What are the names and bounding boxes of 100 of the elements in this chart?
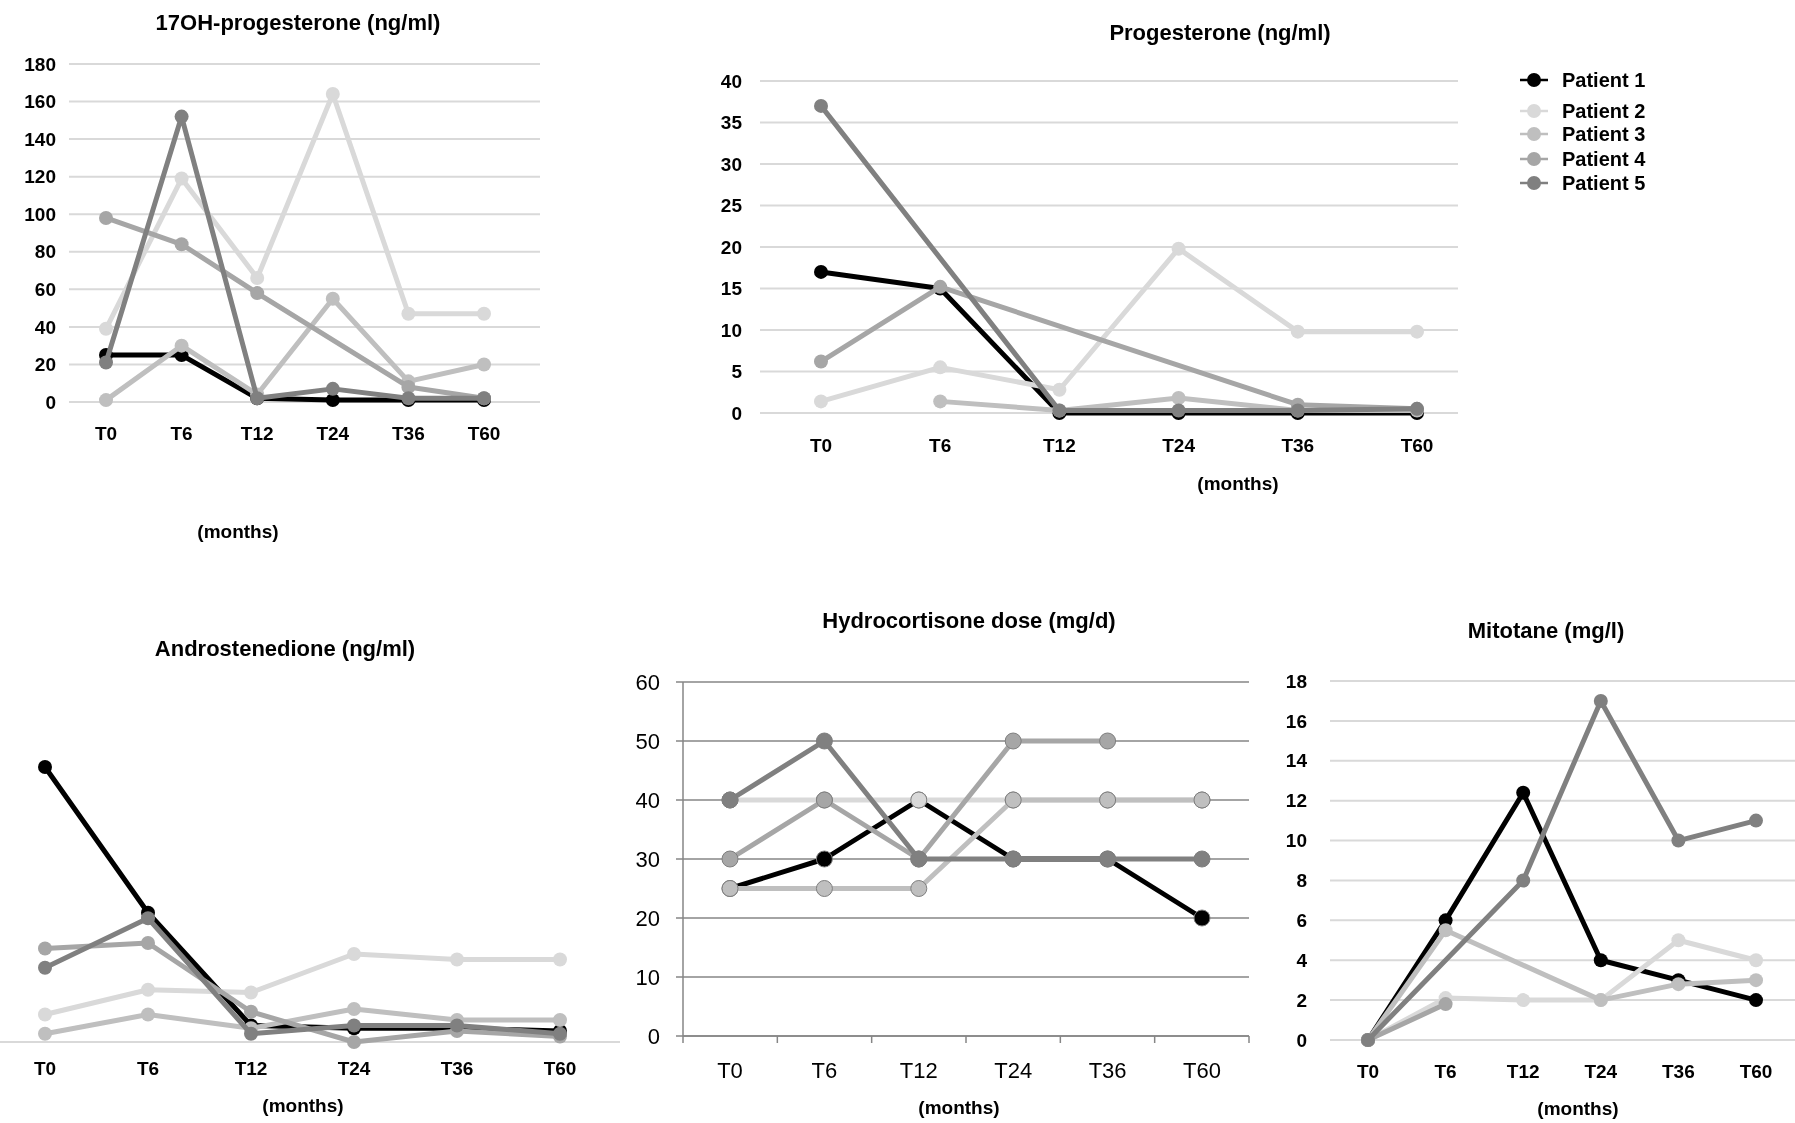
point — [477, 306, 491, 321]
x-axis-title: (months) — [918, 1097, 1000, 1118]
y-tick-label: 80 — [34, 241, 56, 263]
x-axis-title: (months) — [1537, 1098, 1619, 1119]
y-tick-label: 10 — [1285, 830, 1307, 852]
x-tick-label: T36 — [1088, 1058, 1127, 1083]
x-axis-title: (months) — [197, 521, 279, 542]
legend-label: Patient 1 — [1562, 69, 1646, 91]
point — [141, 936, 155, 950]
point — [1671, 933, 1686, 948]
point — [1052, 382, 1067, 397]
legend-label: Patient 5 — [1562, 172, 1646, 194]
point — [250, 286, 265, 301]
point — [815, 880, 833, 897]
x-tick-label: T0 — [94, 423, 118, 444]
chart-title: Hydrocortisone dose (mg/d) — [822, 608, 1116, 633]
x-tick-label: T36 — [440, 1058, 474, 1079]
point — [910, 880, 928, 897]
y-tick-label: 120 — [24, 166, 56, 188]
point — [477, 357, 491, 372]
y-tick-label: 40 — [720, 70, 742, 92]
point — [721, 850, 739, 868]
x-axis-title: (months) — [1197, 473, 1279, 494]
point — [141, 982, 155, 997]
legend-label: Patient 3 — [1562, 123, 1646, 145]
y-tick-label: 20 — [720, 236, 742, 258]
point — [1171, 391, 1186, 406]
point — [250, 271, 265, 286]
y-tick-label: 8 — [1296, 870, 1307, 892]
point — [1171, 241, 1186, 256]
x-tick-label: T12 — [240, 423, 274, 444]
y-tick-label: 10 — [635, 964, 660, 990]
y-tick-label: 40 — [635, 787, 660, 813]
legend-label: Patient 2 — [1562, 100, 1646, 122]
point — [1193, 909, 1211, 927]
point — [325, 291, 340, 306]
y-tick-label: 140 — [24, 128, 56, 150]
chart-title: Androstenedione (ng/ml) — [154, 636, 416, 661]
x-tick-label: T12 — [1506, 1061, 1540, 1082]
point — [141, 1007, 155, 1022]
y-tick-label: 15 — [720, 278, 743, 300]
point — [174, 171, 189, 186]
point — [174, 237, 189, 252]
x-tick-label: T24 — [316, 423, 350, 444]
y-tick-label: 14 — [1285, 750, 1308, 772]
x-tick-label: T24 — [337, 1058, 371, 1079]
x-tick-label: T36 — [1662, 1061, 1695, 1082]
x-tick-label: T60 — [1183, 1058, 1221, 1083]
point — [1004, 732, 1022, 750]
x-tick-label: T12 — [234, 1058, 268, 1079]
point — [1671, 833, 1686, 848]
point — [553, 952, 567, 967]
point — [553, 1013, 567, 1027]
x-tick-label: T6 — [811, 1058, 838, 1083]
point — [141, 911, 155, 926]
x-tick-label: T36 — [1281, 435, 1315, 456]
chart-title: Progesterone (ng/ml) — [1109, 20, 1331, 45]
x-tick-label: T6 — [1434, 1061, 1457, 1082]
point — [1410, 324, 1424, 339]
point — [1099, 732, 1117, 750]
point — [815, 732, 833, 750]
y-tick-label: 12 — [1285, 790, 1307, 812]
y-tick-label: 50 — [635, 728, 660, 754]
point — [1671, 977, 1686, 992]
y-tick-label: 20 — [34, 354, 56, 376]
x-tick-label: T12 — [1043, 435, 1076, 456]
y-tick-label: 60 — [635, 669, 660, 695]
chart-title: Mitotane (mg/l) — [1467, 618, 1625, 643]
y-tick-label: 16 — [1285, 710, 1307, 732]
y-tick-label: 25 — [720, 195, 743, 217]
point — [814, 354, 828, 369]
x-tick-label: T6 — [170, 423, 193, 444]
x-tick-label: T24 — [1162, 435, 1196, 456]
point — [99, 210, 113, 225]
x-tick-label: T0 — [33, 1058, 57, 1079]
x-tick-label: T24 — [1584, 1061, 1618, 1082]
point — [1749, 813, 1763, 828]
y-tick-label: 180 — [24, 53, 56, 75]
y-tick-label: 0 — [1296, 1029, 1307, 1051]
y-tick-label: 0 — [647, 1023, 660, 1049]
point — [244, 985, 258, 1000]
x-tick-label: T6 — [929, 435, 952, 456]
point — [815, 850, 833, 868]
point — [38, 760, 52, 774]
point — [814, 98, 828, 113]
y-tick-label: 30 — [720, 153, 742, 175]
point — [244, 1004, 258, 1019]
point — [1749, 953, 1763, 968]
y-tick-label: 160 — [24, 91, 56, 113]
point — [1749, 993, 1763, 1008]
point — [1593, 953, 1608, 968]
point — [347, 1002, 361, 1016]
x-tick-label: T36 — [392, 423, 425, 444]
y-tick-label: 0 — [45, 391, 56, 413]
point — [99, 355, 113, 370]
x-tick-label: T60 — [1739, 1061, 1773, 1082]
y-tick-label: 18 — [1285, 670, 1307, 692]
y-tick-label: 20 — [635, 905, 660, 931]
x-tick-label: T60 — [1400, 435, 1434, 456]
point — [38, 960, 52, 975]
